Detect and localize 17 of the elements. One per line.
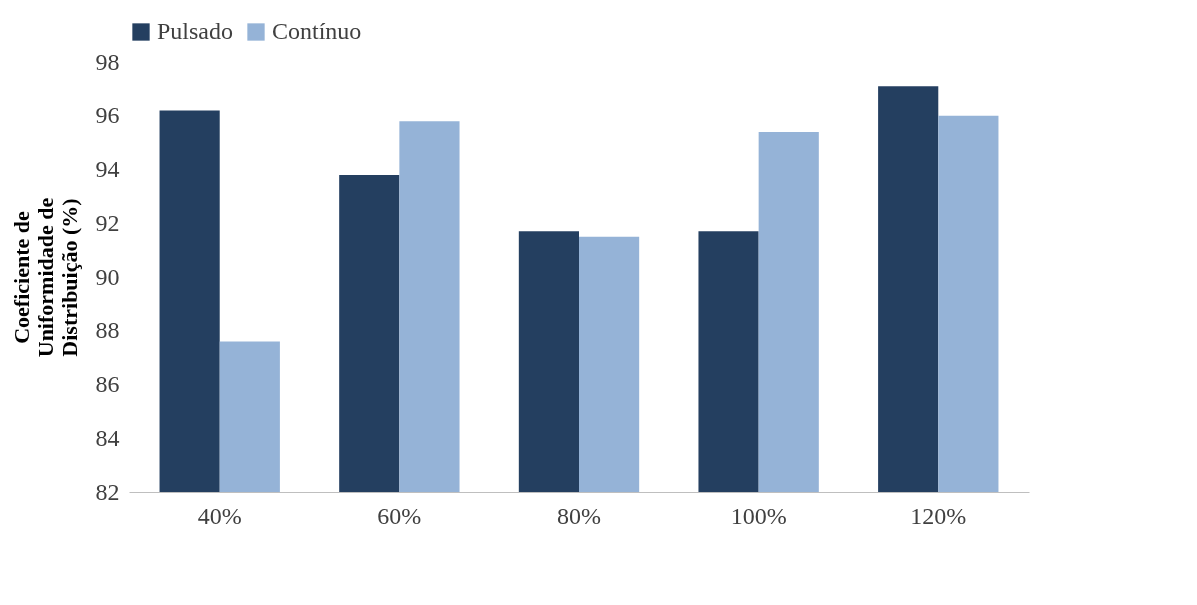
x-tick-label: 120% [910, 502, 967, 529]
y-tick-label: 88 [95, 317, 120, 344]
y-tick-label: 98 [95, 48, 120, 75]
legend-label: Pulsado [157, 18, 234, 44]
x-tick-label: 60% [377, 502, 422, 529]
y-tick-label: 84 [95, 424, 120, 451]
y-tick-label: 86 [95, 371, 120, 397]
y-tick-label: 82 [95, 478, 120, 505]
x-tick-label: 100% [730, 502, 787, 529]
legend-label: Contínuo [272, 18, 362, 44]
y-tick-label: 92 [95, 209, 120, 236]
x-tick-label: 40% [197, 502, 242, 529]
y-axis-title: Coeficiente de Uniformidade de Distribuição (%) [8, 197, 82, 358]
x-tick-label: 80% [557, 502, 601, 529]
y-tick-label: 94 [95, 156, 120, 182]
y-tick-label: 90 [95, 263, 120, 290]
y-tick-label: 96 [95, 102, 120, 129]
